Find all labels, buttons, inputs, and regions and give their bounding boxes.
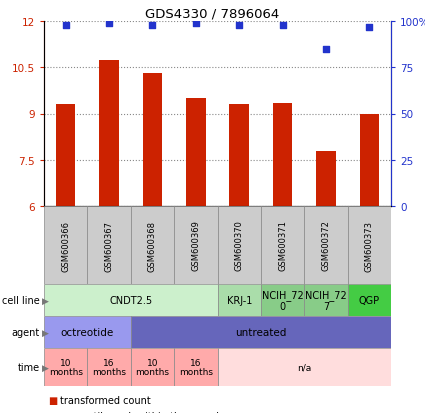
Point (323, 46, 329, 53)
Bar (218, 348, 391, 386)
Point (149, 22, 156, 29)
Text: transformed count: transformed count (60, 395, 151, 405)
Text: GSM600372: GSM600372 (321, 220, 331, 271)
Text: NCIH_72
0: NCIH_72 0 (262, 290, 303, 311)
Bar (143, 74, 162, 206)
Text: octreotide: octreotide (61, 327, 114, 337)
Text: GSM600366: GSM600366 (61, 220, 70, 271)
Bar (348, 284, 391, 316)
Text: ■: ■ (48, 411, 57, 413)
Bar (261, 206, 304, 284)
Bar (218, 284, 261, 316)
Text: ▶: ▶ (42, 328, 49, 337)
Text: GSM600373: GSM600373 (365, 220, 374, 271)
Bar (131, 206, 174, 284)
Text: 10
months: 10 months (49, 358, 83, 376)
Bar (99, 60, 119, 206)
Text: time: time (18, 362, 40, 372)
Bar (174, 348, 218, 386)
Text: GSM600368: GSM600368 (148, 220, 157, 271)
Bar (230, 105, 249, 206)
Bar (44, 316, 131, 348)
Bar (348, 206, 391, 284)
Bar (218, 206, 261, 284)
Text: ▶: ▶ (42, 363, 49, 372)
Text: GSM600369: GSM600369 (191, 220, 200, 271)
Text: cell line: cell line (2, 295, 40, 305)
Text: ▶: ▶ (42, 296, 49, 305)
Bar (44, 206, 88, 284)
Point (193, 21, 199, 27)
Bar (174, 206, 218, 284)
Bar (56, 105, 76, 206)
Text: percentile rank within the sample: percentile rank within the sample (60, 411, 225, 413)
Text: 16
months: 16 months (92, 358, 126, 376)
Point (279, 22, 286, 29)
Bar (316, 151, 336, 206)
Text: n/a: n/a (297, 363, 312, 372)
Bar (88, 206, 131, 284)
Bar (131, 348, 174, 386)
Bar (261, 284, 304, 316)
Text: 16
months: 16 months (179, 358, 213, 376)
Bar (273, 104, 292, 206)
Point (236, 22, 243, 29)
Text: QGP: QGP (359, 295, 380, 305)
Text: NCIH_72
7: NCIH_72 7 (305, 290, 347, 311)
Point (106, 21, 113, 27)
Point (62, 22, 69, 29)
Bar (88, 348, 131, 386)
Bar (44, 348, 88, 386)
Bar (131, 316, 391, 348)
Text: GSM600371: GSM600371 (278, 220, 287, 271)
Text: 10
months: 10 months (136, 358, 170, 376)
Bar (304, 206, 348, 284)
Text: untreated: untreated (235, 327, 286, 337)
Point (366, 24, 373, 31)
Text: GSM600370: GSM600370 (235, 220, 244, 271)
Text: ■: ■ (48, 395, 57, 405)
Text: KRJ-1: KRJ-1 (227, 295, 252, 305)
Bar (304, 284, 348, 316)
Bar (360, 114, 379, 206)
Text: agent: agent (12, 327, 40, 337)
Text: CNDT2.5: CNDT2.5 (109, 295, 152, 305)
Text: GDS4330 / 7896064: GDS4330 / 7896064 (145, 7, 280, 21)
Text: GSM600367: GSM600367 (105, 220, 113, 271)
Bar (44, 284, 218, 316)
Bar (186, 99, 206, 206)
